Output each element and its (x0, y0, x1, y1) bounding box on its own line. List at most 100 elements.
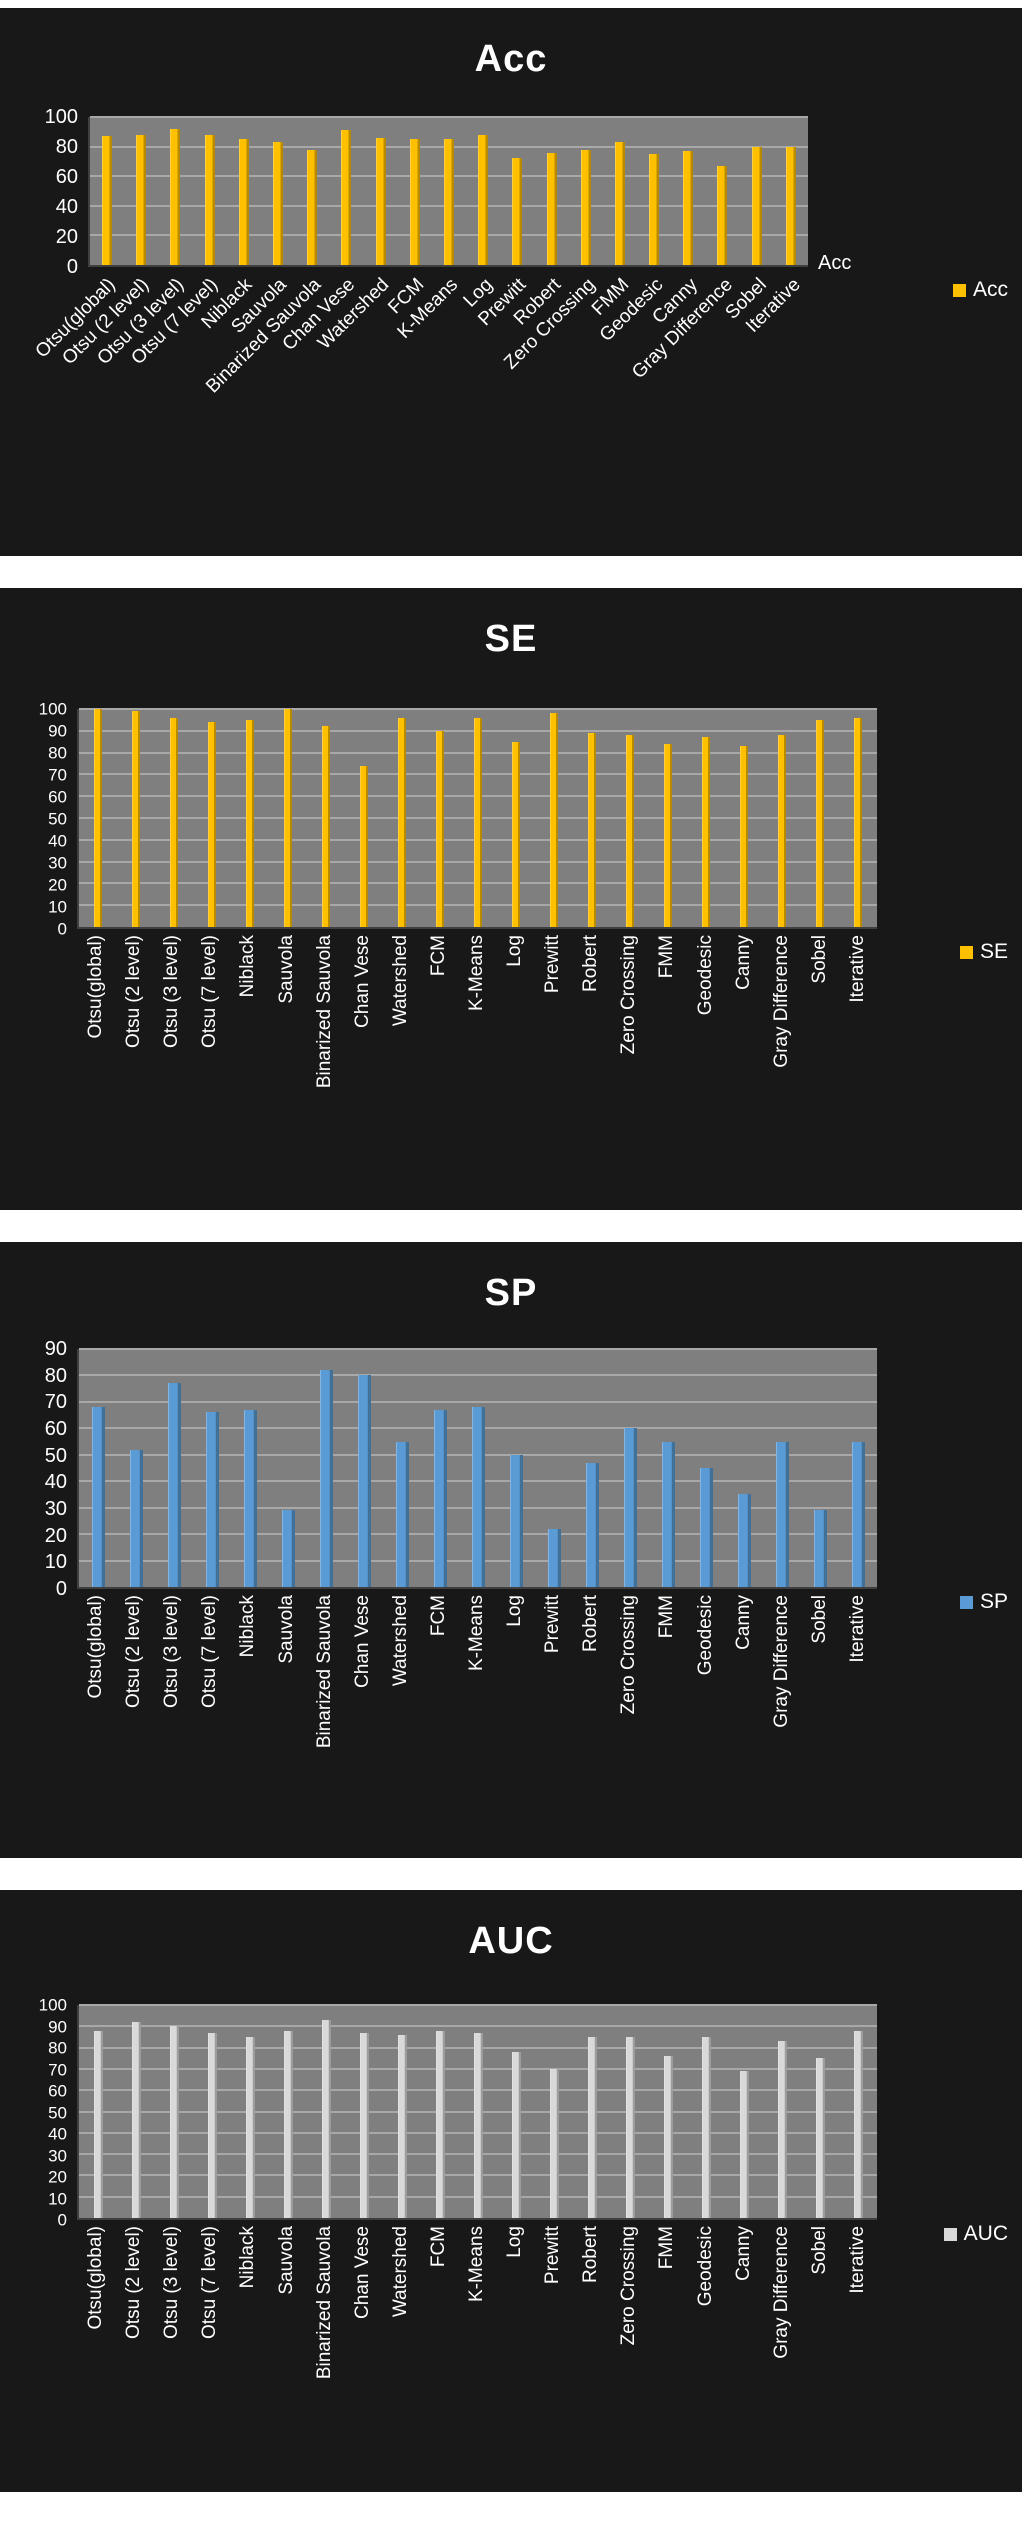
bar-slot (295, 117, 329, 265)
x-axis-label: Gray Difference (627, 274, 737, 383)
bar-chan-vese (341, 130, 352, 265)
x-axis-label: K-Means (466, 1595, 488, 1672)
bar-otsu-3-level (167, 1383, 181, 1587)
bar-slot (649, 709, 687, 927)
x-axis-label: Sauvola (275, 2226, 297, 2295)
y-axis: 0 10 20 30 40 50 60 70 80 90 (0, 1339, 77, 1599)
x-axis-label: Otsu (3 level) (161, 1595, 183, 1708)
x-axis-label: Canny (732, 935, 754, 990)
y-tick-label: 20 (48, 875, 67, 895)
bar-slot (763, 709, 801, 927)
bar-canny (740, 746, 748, 927)
bar-canny (739, 2071, 749, 2218)
plot-column: Otsu(global) Otsu (2 level) Otsu (3 level)… (77, 2004, 877, 2455)
x-axis-label: Binarized Sauvola (313, 935, 335, 1089)
bar-slot (383, 709, 421, 927)
x-axis-label: Watershed (389, 935, 411, 1027)
x-axis-label: Otsu (7 level) (199, 935, 221, 1048)
y-tick-label: 80 (44, 1364, 67, 1387)
y-tick-label: 90 (48, 2017, 67, 2036)
x-axis-labels: Otsu(global) Otsu (2 level) Otsu (3 level)… (77, 1589, 877, 1804)
bar-slot (839, 1349, 877, 1587)
bar-sobel (815, 2058, 825, 2218)
bar-iterative (854, 717, 862, 927)
bar-otsu-3-level (169, 2026, 179, 2218)
bar-otsu-global (93, 2030, 103, 2218)
bar-k-means (474, 717, 482, 927)
bar-binarized-sauvola (322, 726, 330, 927)
chart-title: SE (484, 618, 538, 660)
bar-slot (466, 117, 500, 265)
bar-slot (307, 709, 345, 927)
bar-slot (763, 1349, 801, 1587)
bar-slot (231, 2005, 269, 2218)
x-axis-label: FMM (656, 935, 678, 979)
y-tick-label: 50 (48, 809, 67, 829)
legend: SE (959, 940, 1008, 964)
bar-slot (637, 117, 671, 265)
bar-fcm (435, 2030, 445, 2218)
x-axis-label: Otsu (7 level) (199, 1595, 221, 1708)
chart-title: AUC (468, 1920, 554, 1962)
bar-slot (801, 2005, 839, 2218)
x-axis-label: Prewitt (542, 935, 564, 994)
bar-watershed (395, 1441, 409, 1587)
bar-robert (587, 2036, 597, 2218)
x-axis-label: Zero Crossing (618, 1595, 640, 1715)
bar-fcm (409, 139, 420, 265)
y-tick-label: 50 (44, 1444, 67, 1467)
chart-panel-auc: AUC 0 10 20 30 40 50 60 70 80 90 100 Otsu(global) O… (0, 1890, 1022, 2492)
bar-slot (117, 1349, 155, 1587)
y-axis: 0 10 20 30 40 50 60 70 80 90 100 (0, 701, 77, 938)
bar-log (509, 1454, 523, 1587)
chart-title: Acc (474, 38, 548, 80)
bar-otsu-global (91, 1407, 105, 1587)
bar-slot (725, 1349, 763, 1587)
y-axis: 0 20 40 60 80 100 (0, 107, 88, 277)
x-axis-label: FCM (427, 935, 449, 977)
bar-sauvola (284, 709, 292, 927)
bar-prewitt (549, 2068, 559, 2218)
chart-panel-acc: Acc 0 20 40 60 80 100 Otsu(global) Otsu (2 lev… (0, 8, 1022, 556)
bar-chan-vese (360, 765, 368, 927)
x-axis-label: Otsu(global) (85, 2226, 107, 2330)
bar-binarized-sauvola (319, 1370, 333, 1587)
bars-row (79, 2005, 877, 2218)
x-axis-label: Zero Crossing (618, 935, 640, 1055)
y-tick-label: 100 (38, 699, 67, 719)
bar-otsu-2-level (129, 1449, 143, 1587)
bar-zero-crossing (625, 2036, 635, 2218)
x-axis-label: Sobel (808, 1595, 830, 1644)
y-tick-label: 10 (48, 897, 67, 917)
bar-slot (573, 1349, 611, 1587)
x-axis-label: Geodesic (694, 1595, 716, 1676)
bar-niblack (246, 719, 254, 927)
bar-otsu-global (94, 709, 102, 927)
bar-zero-crossing (626, 735, 634, 927)
bar-slot (79, 2005, 117, 2218)
bar-slot (801, 709, 839, 927)
y-tick-label: 10 (48, 2189, 67, 2208)
bar-slot (569, 117, 603, 265)
y-tick-label: 20 (55, 226, 78, 248)
y-tick-label: 30 (44, 1498, 67, 1521)
bar-k-means (471, 1407, 485, 1587)
bar-slot (649, 2005, 687, 2218)
x-axis-label: Binarized Sauvola (313, 2226, 335, 2380)
bar-slot (725, 709, 763, 927)
x-axis-label: Gray Difference (770, 935, 792, 1068)
y-tick-label: 40 (48, 2124, 67, 2144)
x-axis-label: Chan Vese (351, 1595, 373, 1688)
bar-slot (345, 2005, 383, 2218)
bar-log (478, 134, 489, 265)
bar-slot (117, 2005, 155, 2218)
y-tick-label: 0 (57, 2210, 67, 2230)
bar-binarized-sauvola (321, 2019, 331, 2218)
legend-swatch-icon (959, 1595, 973, 1609)
bar-watershed (375, 137, 386, 265)
bar-iterative (853, 2030, 863, 2218)
x-axis-label: Sauvola (275, 935, 297, 1004)
bar-otsu-7-level (204, 134, 215, 265)
bar-slot (432, 117, 466, 265)
bar-gray-difference (717, 165, 728, 265)
